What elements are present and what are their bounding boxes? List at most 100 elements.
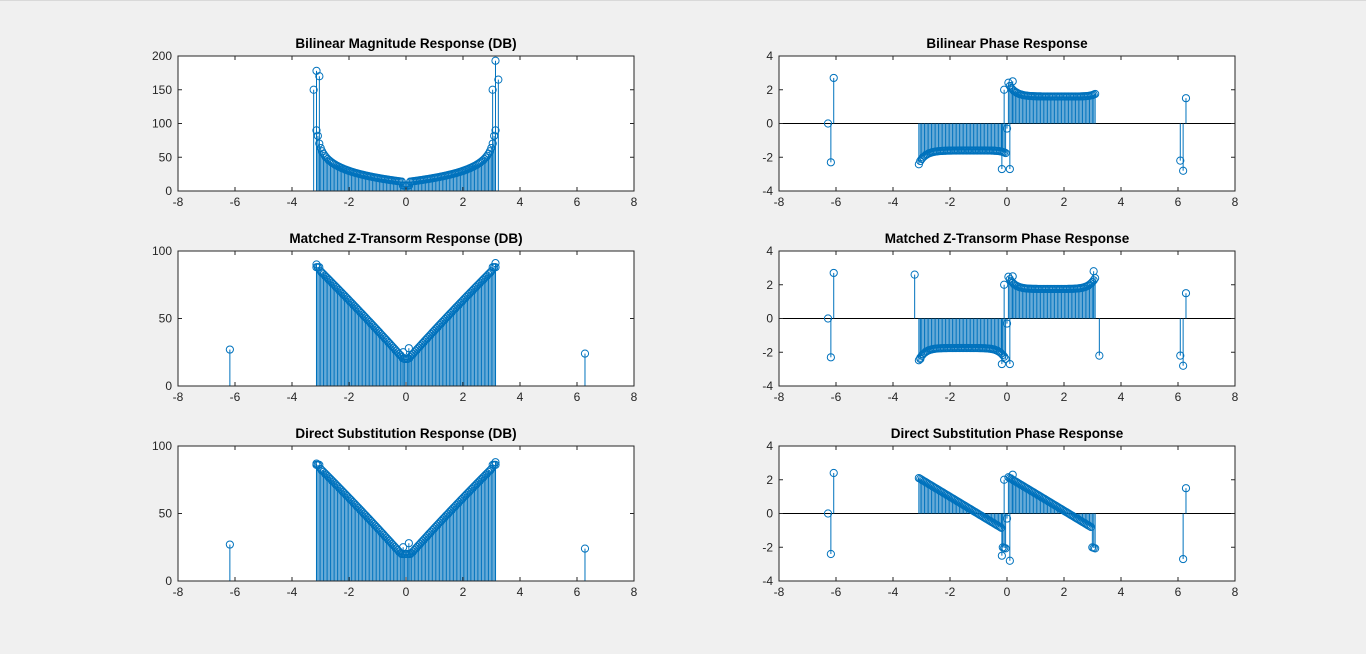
stem-marker — [438, 317, 447, 327]
y-tick-label: 100 — [152, 117, 172, 131]
x-tick-label: 8 — [1232, 585, 1239, 599]
stem-marker — [483, 151, 492, 160]
x-tick-label: 2 — [1061, 390, 1068, 404]
y-tick-label: -4 — [762, 379, 773, 393]
y-tick-label: 150 — [152, 83, 172, 97]
stem-marker — [324, 275, 334, 284]
x-tick-label: -2 — [344, 195, 355, 209]
x-tick-label: -4 — [888, 390, 899, 404]
stem-marker — [1008, 77, 1017, 86]
stem-marker — [484, 467, 493, 476]
chart-title: Direct Substitution Phase Response — [891, 426, 1124, 441]
y-tick-label: 50 — [159, 150, 173, 164]
stem-marker — [443, 311, 453, 321]
stem-marker — [823, 509, 833, 518]
stem-marker — [375, 526, 384, 535]
stem-marker — [441, 512, 450, 521]
stem-marker — [340, 291, 349, 300]
stem-marker — [368, 320, 377, 330]
stem-marker — [457, 297, 467, 306]
stem-marker — [404, 344, 413, 353]
stem-marker — [361, 313, 370, 322]
stem-marker — [394, 547, 404, 556]
stem-marker — [429, 326, 439, 336]
x-tick-label: 0 — [403, 585, 410, 599]
y-tick-label: 2 — [766, 278, 773, 292]
stem-marker — [487, 143, 496, 153]
stem-marker — [477, 474, 486, 484]
stem-marker — [313, 131, 322, 140]
stem-marker — [368, 518, 377, 527]
y-tick-label: 4 — [766, 439, 773, 453]
stem-marker — [429, 524, 439, 533]
stem-marker — [470, 284, 479, 293]
x-tick-label: 6 — [574, 585, 581, 599]
stem-marker — [404, 181, 413, 190]
stem-marker — [446, 308, 455, 318]
x-tick-label: 4 — [1118, 585, 1125, 599]
stem-marker — [1000, 85, 1009, 94]
x-tick-label: -2 — [945, 585, 956, 599]
stem-marker — [491, 56, 500, 65]
x-tick-label: 8 — [1232, 390, 1239, 404]
stem-marker — [1181, 289, 1191, 298]
stem-marker — [439, 514, 448, 523]
stem-marker — [1005, 359, 1014, 369]
y-tick-label: -2 — [762, 540, 773, 554]
stem-marker — [826, 549, 835, 559]
stem-marker — [476, 476, 485, 485]
stem-marker — [373, 524, 383, 533]
x-tick-label: 6 — [1175, 390, 1182, 404]
stem-marker — [358, 508, 367, 517]
subplot-matched-phase: Matched Z-Transorm Phase Response -8 -6 -4… — [762, 231, 1238, 404]
x-tick-label: -4 — [888, 195, 899, 209]
stem-marker — [448, 505, 457, 514]
stem-marker — [357, 308, 366, 318]
stem-marker — [910, 270, 919, 279]
stem-marker — [371, 323, 380, 333]
stem-marker — [480, 274, 489, 283]
stem-marker — [491, 259, 500, 268]
stem-marker — [372, 325, 381, 334]
x-tick-label: -2 — [945, 195, 956, 209]
stem-marker — [997, 551, 1006, 560]
stem-marker — [369, 520, 378, 529]
stem-marker — [455, 300, 464, 309]
x-tick-label: 6 — [574, 195, 581, 209]
y-tick-label: 0 — [766, 507, 773, 521]
stem-marker — [350, 301, 359, 310]
stem-marker — [436, 517, 446, 526]
stem-marker — [1176, 351, 1185, 360]
stem-marker — [355, 307, 364, 316]
subplot-bilinear-magnitude: Bilinear Magnitude Response (DB) -8 -6 -4 -… — [152, 36, 638, 209]
stem-marker — [357, 506, 366, 515]
stem-marker — [326, 474, 335, 484]
stem-marker — [425, 529, 434, 538]
x-tick-label: 8 — [631, 195, 638, 209]
x-tick-label: 0 — [1004, 585, 1011, 599]
stem-marker — [1176, 156, 1185, 165]
stem-marker — [823, 314, 833, 323]
stem-marker — [375, 328, 384, 337]
x-tick-label: -8 — [173, 195, 184, 209]
y-tick-label: -2 — [762, 150, 773, 164]
stem-marker — [438, 515, 447, 524]
stem-marker — [372, 523, 381, 532]
x-tick-label: 4 — [1118, 195, 1125, 209]
stem-marker — [427, 329, 436, 339]
stem-marker — [1000, 475, 1009, 484]
stem-marker — [337, 288, 346, 297]
stem-marker — [1179, 361, 1188, 370]
x-tick-label: 8 — [631, 390, 638, 404]
stem-marker — [466, 288, 475, 297]
stem-marker — [469, 285, 478, 294]
x-tick-label: -8 — [774, 585, 785, 599]
stem-marker — [399, 348, 408, 357]
stem-marker — [337, 486, 346, 495]
stem-marker — [432, 521, 441, 530]
stem-marker — [319, 467, 328, 476]
stem-marker — [487, 464, 496, 474]
stem-marker — [371, 521, 380, 530]
stem-marker — [362, 512, 371, 521]
stem-marker — [445, 310, 454, 319]
